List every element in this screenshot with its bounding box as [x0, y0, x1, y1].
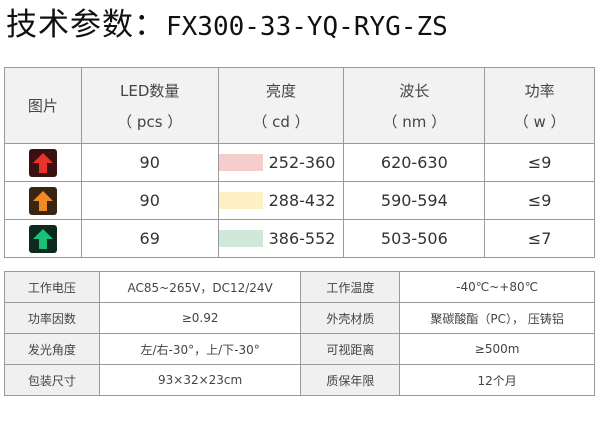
param-key: 功率因数	[4, 302, 100, 334]
param-key: 工作电压	[4, 271, 100, 303]
wavelength-cell: 503-506	[343, 219, 486, 258]
spec-image-cell	[4, 219, 82, 258]
brightness-cell: 386-552	[217, 219, 345, 258]
spec-row: 90 252-360 620-630 ≤9	[4, 143, 595, 182]
param-value: AC85~265V，DC12/24V	[98, 271, 302, 303]
brightness-value: 288-432	[268, 191, 336, 210]
header-led-count: LED数量（ pcs ）	[80, 67, 219, 144]
color-swatch	[218, 230, 263, 247]
header-wavelength-unit: （ nm ）	[382, 112, 447, 131]
brightness-cell: 288-432	[217, 181, 345, 220]
header-brightness: 亮度（ cd ）	[217, 67, 345, 144]
param-value: 左/右-30°，上/下-30°	[98, 333, 302, 365]
param-row: 包装尺寸 93×32×23cm 质保年限 12个月	[4, 364, 595, 396]
spec-image-cell	[4, 181, 82, 220]
brightness-value: 386-552	[268, 229, 336, 248]
power-cell: ≤9	[484, 143, 595, 182]
param-value: -40℃~+80℃	[399, 271, 595, 303]
param-key: 发光角度	[4, 333, 100, 365]
param-row: 发光角度 左/右-30°，上/下-30° 可视距离 ≥500m	[4, 333, 595, 365]
wavelength-cell: 590-594	[343, 181, 486, 220]
header-power-unit: （ w ）	[513, 112, 566, 131]
color-swatch	[218, 154, 263, 171]
header-led-count-unit: （ pcs ）	[117, 112, 183, 131]
param-key: 外壳材质	[300, 302, 401, 334]
param-value: 93×32×23cm	[98, 364, 302, 396]
led-count-cell: 90	[80, 143, 219, 182]
param-value: ≥500m	[399, 333, 595, 365]
param-row: 功率因数 ≥0.92 外壳材质 聚碳酸酯（PC）， 压铸铝	[4, 302, 595, 334]
param-key: 质保年限	[300, 364, 401, 396]
param-key: 可视距离	[300, 333, 401, 365]
power-cell: ≤7	[484, 219, 595, 258]
param-key: 包装尺寸	[4, 364, 100, 396]
wavelength-cell: 620-630	[343, 143, 486, 182]
led-count-cell: 69	[80, 219, 219, 258]
color-swatch	[218, 192, 263, 209]
spec-image-cell	[4, 143, 82, 182]
param-key: 工作温度	[300, 271, 401, 303]
header-image: 图片	[4, 67, 82, 144]
spec-header-row: 图片 LED数量（ pcs ） 亮度（ cd ） 波长（ nm ） 功率（ w …	[4, 67, 595, 144]
header-power: 功率（ w ）	[484, 67, 595, 144]
spec-row: 90 288-432 590-594 ≤9	[4, 181, 595, 220]
title-label: 技术参数：	[6, 7, 166, 43]
led-count-cell: 90	[80, 181, 219, 220]
param-value: 12个月	[399, 364, 595, 396]
spec-row: 69 386-552 503-506 ≤7	[4, 219, 595, 258]
param-row: 工作电压 AC85~265V，DC12/24V 工作温度 -40℃~+80℃	[4, 271, 595, 303]
yellow-arrow-up-icon	[28, 186, 57, 215]
power-cell: ≤9	[484, 181, 595, 220]
red-arrow-up-icon	[28, 148, 57, 177]
green-arrow-up-icon	[28, 224, 57, 253]
brightness-cell: 252-360	[217, 143, 345, 182]
model-number: FX300-33-YQ-RYG-ZS	[166, 12, 448, 42]
param-table: 工作电压 AC85~265V，DC12/24V 工作温度 -40℃~+80℃ 功率因数 ≥…	[4, 271, 595, 396]
param-value: ≥0.92	[98, 302, 302, 334]
param-value: 聚碳酸酯（PC）， 压铸铝	[399, 302, 595, 334]
header-wavelength: 波长（ nm ）	[343, 67, 486, 144]
brightness-value: 252-360	[268, 153, 336, 172]
header-brightness-unit: （ cd ）	[252, 112, 310, 131]
page-title: 技术参数：FX300-33-YQ-RYG-ZS	[6, 4, 448, 46]
spec-table: 图片 LED数量（ pcs ） 亮度（ cd ） 波长（ nm ） 功率（ w …	[4, 67, 595, 258]
